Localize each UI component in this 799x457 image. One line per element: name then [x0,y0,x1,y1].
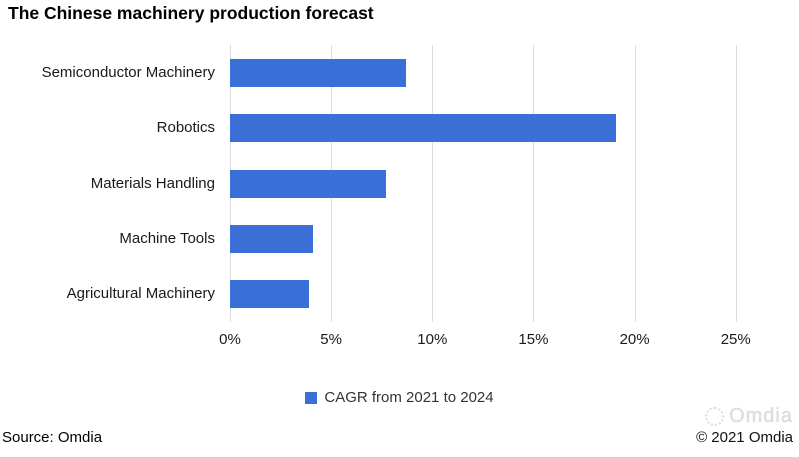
brand-block: Omdia © 2021 Omdia [696,405,793,446]
gridline [533,45,535,322]
bar [230,114,617,143]
bar [230,58,406,87]
category-label: Semiconductor Machinery [41,63,215,81]
legend: CAGR from 2021 to 2024 [0,389,799,406]
bar [230,169,386,198]
legend-label: CAGR from 2021 to 2024 [324,389,494,406]
x-axis-tick-label: 10% [417,331,448,348]
gridline [634,45,636,322]
category-label: Materials Handling [90,174,215,192]
x-axis-tick-label: 25% [720,331,751,348]
x-axis-tick-label: 5% [320,331,342,348]
category-label: Machine Tools [119,229,215,247]
bar [230,280,309,309]
omdia-logo: Omdia [696,405,793,428]
omdia-logo-icon [705,407,725,426]
legend-swatch-icon [305,391,318,404]
plot-area [230,45,760,322]
omdia-logo-text: Omdia [729,405,793,427]
copyright: © 2021 Omdia [696,429,793,446]
category-label: Agricultural Machinery [66,285,215,303]
source-note: Source: Omdia [2,429,103,446]
x-axis-tick-label: 15% [518,331,549,348]
bar [230,224,313,253]
x-axis-tick-label: 20% [619,331,650,348]
chart-title: The Chinese machinery production forecas… [8,3,374,23]
category-label: Robotics [156,119,215,137]
gridline [735,45,737,322]
x-axis-tick-label: 0% [219,331,241,348]
gridline [432,45,434,322]
